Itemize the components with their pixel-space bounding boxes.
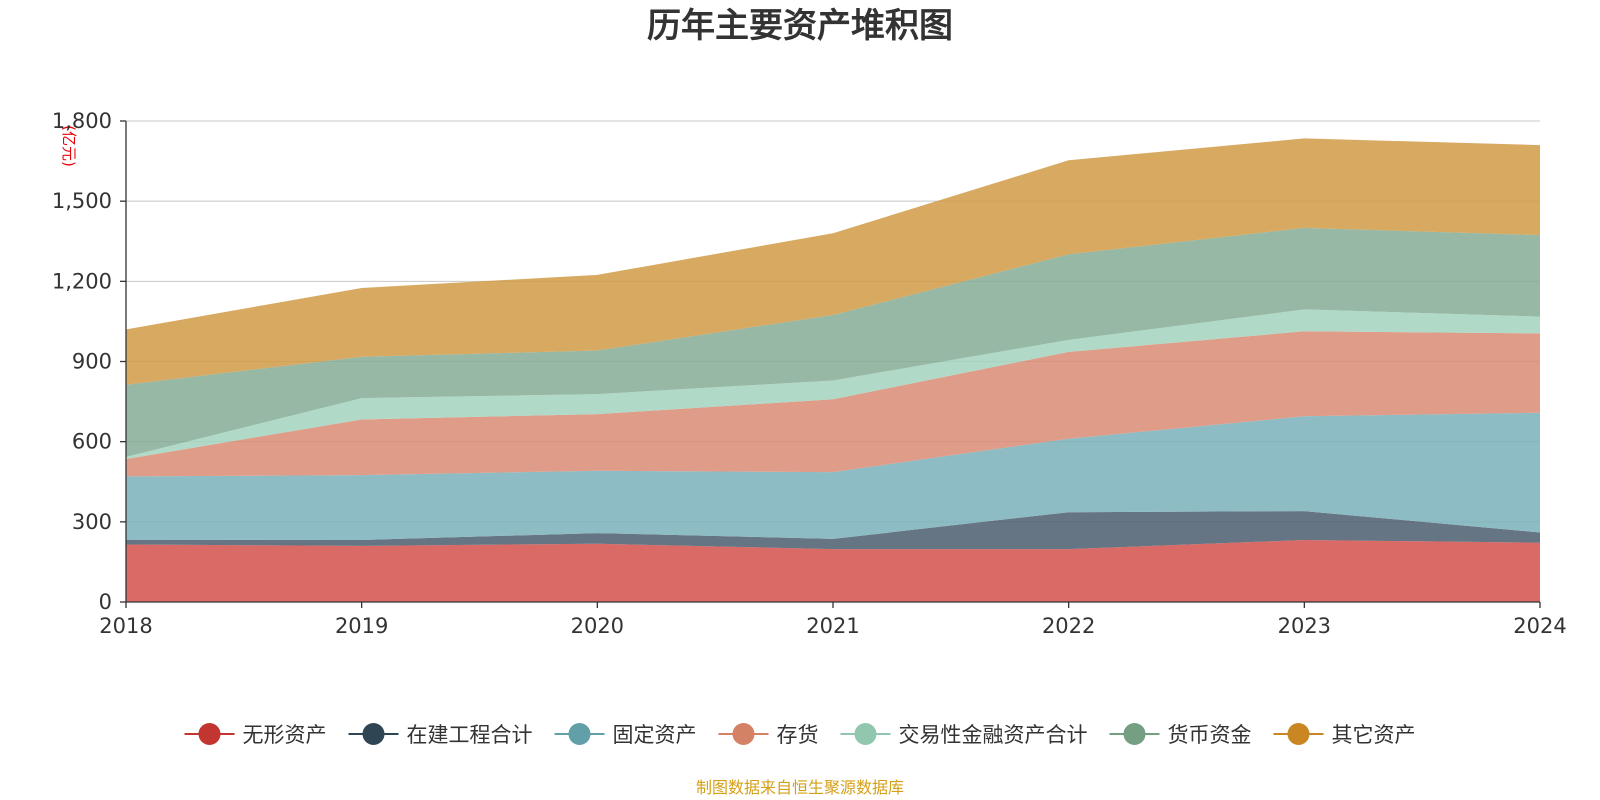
x-tick-label: 2024 [1513, 614, 1566, 638]
legend-label: 在建工程合计 [407, 723, 533, 747]
x-tick-label: 2021 [806, 614, 859, 638]
y-tick-label: 1,800 [52, 109, 112, 133]
legend-label: 其它资产 [1332, 723, 1416, 747]
legend-item-1[interactable]: 无形资产 [184, 723, 327, 747]
legend-item-4[interactable]: 存货 [718, 723, 819, 747]
y-tick-label: 1,200 [52, 269, 112, 293]
x-tick-label: 2018 [99, 614, 152, 638]
legend: 无形资产 在建工程合计 固定资产 存货 交易性金融资产合计 货币资金 其它资产 [184, 723, 1416, 747]
x-tick-label: 2023 [1278, 614, 1331, 638]
legend-label: 货币资金 [1168, 723, 1252, 747]
area-series-5[interactable] [126, 309, 1540, 459]
legend-item-6[interactable]: 货币资金 [1109, 723, 1252, 747]
area-series [126, 138, 1540, 602]
x-tick-label: 2022 [1042, 614, 1095, 638]
chart-title: 历年主要资产堆积图 [647, 6, 953, 46]
legend-circle-marker [362, 723, 385, 745]
area-series-4[interactable] [126, 331, 1540, 477]
y-tick-label: 0 [99, 590, 112, 614]
y-tick-label: 300 [72, 510, 112, 534]
axes: 0 300 600 900 1,200 1,500 1,800 2018 2019 2020 202… [52, 109, 1567, 638]
area-series-1[interactable] [126, 540, 1540, 602]
legend-label: 无形资产 [243, 723, 327, 747]
area-series-2[interactable] [126, 511, 1540, 550]
y-axis-unit-label: (亿元) [60, 125, 78, 167]
legend-circle-marker [198, 723, 221, 745]
y-tick-label: 900 [72, 350, 112, 374]
legend-circle-marker [1123, 723, 1146, 745]
x-tick-label: 2019 [335, 614, 388, 638]
y-tick-label: 1,500 [52, 189, 112, 213]
legend-label: 交易性金融资产合计 [899, 723, 1088, 747]
legend-item-3[interactable]: 固定资产 [554, 723, 697, 747]
area-series-6[interactable] [126, 227, 1540, 457]
area-series-7[interactable] [126, 138, 1540, 385]
legend-item-2[interactable]: 在建工程合计 [348, 723, 533, 747]
legend-circle-marker [854, 723, 877, 745]
legend-label: 固定资产 [613, 723, 697, 747]
area-series-3[interactable] [126, 412, 1540, 540]
y-tick-label: 600 [72, 430, 112, 454]
x-tick-label: 2020 [571, 614, 624, 638]
legend-circle-marker [1287, 723, 1310, 745]
legend-item-7[interactable]: 其它资产 [1273, 723, 1416, 747]
legend-circle-marker [568, 723, 591, 745]
legend-item-5[interactable]: 交易性金融资产合计 [840, 723, 1088, 747]
legend-circle-marker [732, 723, 755, 745]
legend-label: 存货 [777, 723, 819, 747]
source-note: 制图数据来自恒生聚源数据库 [696, 778, 904, 797]
